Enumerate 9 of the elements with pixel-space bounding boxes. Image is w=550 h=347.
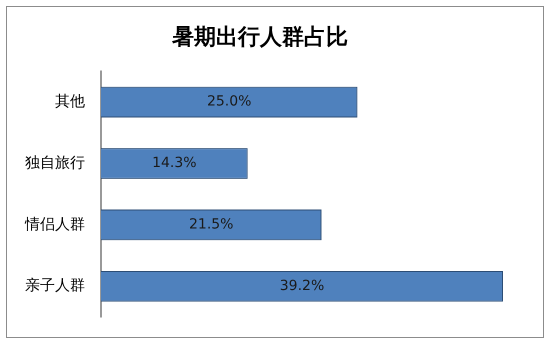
data-label: 25.0% [206, 94, 252, 110]
data-label: 21.5% [189, 216, 234, 233]
y-tick-label: 情侣人群 [24, 214, 85, 233]
y-tick-label: 亲子人群 [25, 276, 85, 294]
y-tick-label: 其他 [55, 92, 85, 110]
data-label: 14.3% [152, 155, 197, 172]
data-label: 39.2% [280, 278, 324, 294]
chart-title: 暑期出行人群占比 [171, 24, 348, 50]
y-tick-label: 独自旅行 [25, 153, 85, 172]
